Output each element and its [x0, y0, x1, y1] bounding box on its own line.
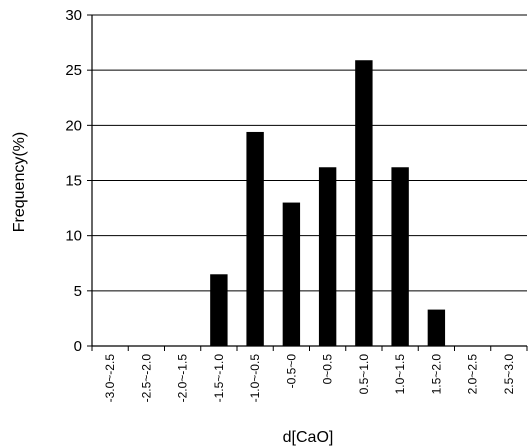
x-tick-label-7: 0.5~1.0 [357, 354, 371, 395]
x-tick-label-11: 2.5~3.0 [502, 354, 516, 395]
bar-5 [282, 202, 301, 346]
bar-3 [210, 274, 228, 346]
y-tick-label-0: 0 [74, 338, 82, 355]
x-tick-label-3: -1.5~-1.0 [212, 354, 226, 403]
bar-4 [246, 131, 264, 346]
x-tick-label-4: -1.0~-0.5 [248, 354, 262, 403]
y-tick-label-3: 15 [65, 173, 82, 190]
x-tick-label-5: -0.5~0 [284, 354, 298, 389]
x-tick-labels: -3.0~-2.5 -2.5~-2.0 -2.0~-1.5 -1.5~-1.0 -1.0… [103, 354, 516, 403]
x-tick-label-0: -3.0~-2.5 [103, 354, 117, 403]
y-tick-label-1: 5 [74, 283, 82, 300]
bars [210, 60, 446, 347]
bar-7 [355, 60, 373, 347]
x-tick-label-1: -2.5~-2.0 [139, 354, 153, 403]
x-tick-label-2: -2.0~-1.5 [176, 354, 190, 403]
y-axis-title: Frequency(%) [11, 132, 28, 232]
bar-8 [391, 167, 409, 346]
y-tick-label-6: 30 [65, 7, 82, 24]
y-tick-label-5: 25 [65, 62, 82, 79]
x-tick-label-8: 1.0~1.5 [393, 354, 407, 395]
x-axis-title: d[CaO] [283, 429, 334, 446]
y-tick-label-2: 10 [65, 228, 82, 245]
x-tick-label-6: 0~0.5 [321, 354, 335, 385]
bar-9 [427, 309, 446, 346]
y-tick-labels: 0 5 10 15 20 25 30 [65, 7, 82, 355]
axes [87, 14, 528, 351]
bar-6 [318, 167, 337, 346]
y-tick-label-4: 20 [65, 117, 82, 134]
x-tick-label-10: 2.0~2.5 [466, 354, 480, 395]
gridlines [92, 14, 527, 292]
x-tick-label-9: 1.5~2.0 [429, 354, 443, 395]
